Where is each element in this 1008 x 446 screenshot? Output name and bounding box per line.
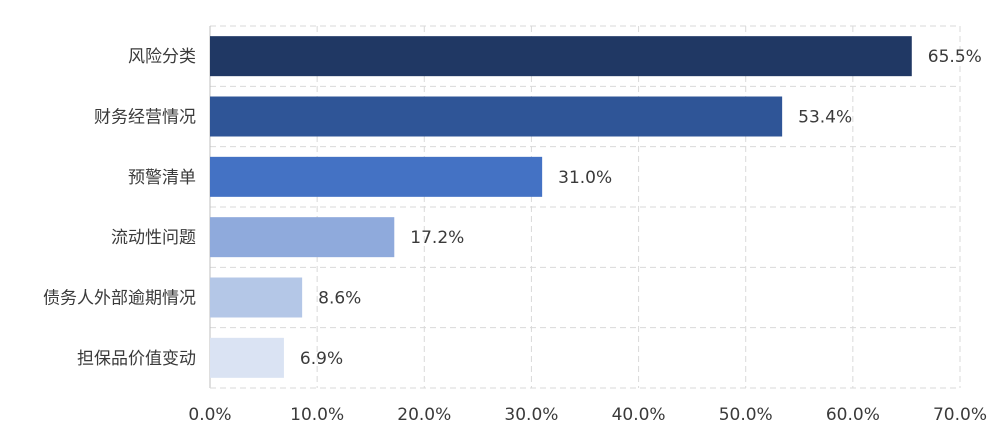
category-label: 流动性问题	[111, 228, 196, 248]
x-tick-label: 20.0%	[397, 405, 451, 425]
x-tick-label: 60.0%	[826, 405, 880, 425]
x-tick-label: 30.0%	[504, 405, 558, 425]
category-label: 预警清单	[128, 168, 196, 188]
label-layer: 风险分类 65.5% 财务经营情况 53.4% 预警清单 31.0% 流动性问题 17.2% 债…	[43, 47, 982, 369]
data-label: 6.9%	[300, 349, 343, 369]
bar	[210, 156, 543, 197]
bar	[210, 277, 303, 318]
data-label: 8.6%	[318, 289, 361, 309]
x-tick-label: 10.0%	[290, 405, 344, 425]
x-tick-label: 50.0%	[719, 405, 773, 425]
bar	[210, 337, 284, 378]
category-label: 担保品价值变动	[77, 349, 196, 369]
bar	[210, 36, 912, 77]
data-label: 65.5%	[928, 47, 982, 67]
tick-layer: 0.0% 10.0% 20.0% 30.0% 40.0% 50.0% 60.0% 70.0%	[188, 405, 987, 425]
bar	[210, 96, 783, 137]
x-tick-label: 40.0%	[612, 405, 666, 425]
data-label: 53.4%	[798, 108, 852, 128]
category-label: 债务人外部逾期情况	[43, 289, 196, 309]
data-label: 17.2%	[410, 228, 464, 248]
bar-layer	[210, 36, 912, 378]
category-label: 风险分类	[128, 47, 196, 67]
grid-layer	[209, 25, 961, 389]
x-tick-label: 0.0%	[188, 405, 231, 425]
bar	[210, 217, 395, 258]
data-label: 31.0%	[558, 168, 612, 188]
category-label: 财务经营情况	[94, 108, 196, 128]
x-tick-label: 70.0%	[933, 405, 987, 425]
